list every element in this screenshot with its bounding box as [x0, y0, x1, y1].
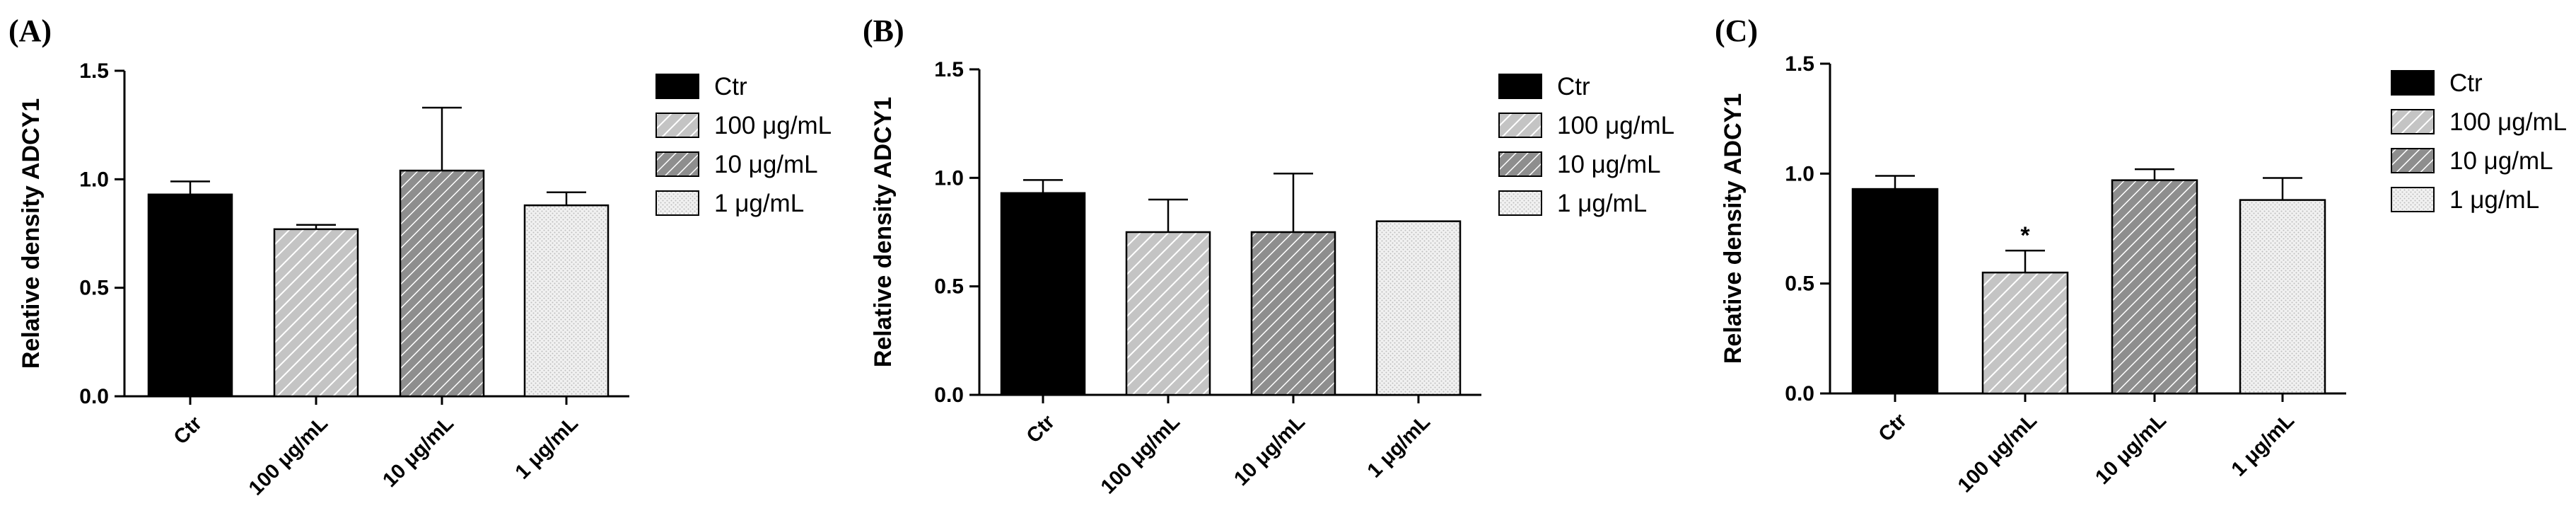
legend-swatch: [2391, 148, 2435, 173]
legend-label: 10 μg/mL: [2449, 147, 2553, 175]
legend-label: Ctr: [714, 73, 747, 100]
legend-swatch: [655, 74, 699, 99]
bar-ctr: [147, 193, 233, 398]
y-tick-label: 0.0: [934, 384, 964, 407]
x-tick-label: Ctr: [1022, 410, 1059, 447]
y-tick-label: 1.0: [79, 168, 109, 191]
legend-label: Ctr: [1557, 73, 1590, 100]
bar-1: [2239, 199, 2326, 395]
y-tick-label: 0.5: [79, 277, 109, 300]
x-tick-label: 1 μg/mL: [1363, 410, 1435, 482]
x-tick-label: 10 μg/mL: [1230, 410, 1310, 490]
chart-panel-c: (C) 0.0 0.5 1.0 1.5 Relative density ADCY1 Ctr…: [1715, 13, 2567, 497]
legend-label: 1 μg/mL: [714, 190, 804, 217]
y-tick-label: 1.0: [934, 166, 964, 190]
y-tick-label: 1.5: [934, 58, 964, 81]
bar-100: [273, 228, 359, 398]
y-tick-label: 0.0: [1785, 382, 1814, 405]
bar-10: [1250, 231, 1336, 396]
legend-swatch: [1498, 190, 1542, 216]
x-tick-label: 100 μg/mL: [245, 412, 332, 500]
x-tick-label: 1 μg/mL: [2227, 409, 2299, 480]
legend-label: 1 μg/mL: [2449, 186, 2539, 214]
legend-swatch: [2391, 70, 2435, 96]
panel-label: (C): [1715, 13, 1758, 48]
bar-100: [1981, 271, 2069, 395]
bar-10: [399, 169, 485, 398]
bar-1: [523, 204, 610, 398]
legend-swatch: [2391, 187, 2435, 212]
legend-swatch: [655, 190, 699, 216]
x-tick-label: 100 μg/mL: [1954, 409, 2041, 497]
legend-swatch: [655, 113, 699, 138]
y-tick-label: 1.5: [79, 59, 109, 83]
legend-label: 100 μg/mL: [714, 112, 832, 139]
legend: Ctr 100 μg/mL 10 μg/mL 1 μg/mL: [2391, 69, 2567, 214]
y-tick-label: 1.0: [1785, 162, 1814, 185]
legend-swatch: [1498, 151, 1542, 177]
legend: Ctr 100 μg/mL 10 μg/mL 1 μg/mL: [655, 73, 832, 217]
x-tick-label: Ctr: [1875, 409, 1911, 446]
y-axis-title: Relative density ADCY1: [1720, 93, 1747, 364]
legend-swatch: [1498, 74, 1542, 99]
chart-panel-a: (A) 0.0 0.5 1.0 1.5 Relative density ADCY1 Ctr…: [8, 13, 832, 500]
x-tick-label: 10 μg/mL: [378, 412, 458, 492]
legend-swatch: [655, 151, 699, 177]
x-tick-label: 10 μg/mL: [2091, 409, 2171, 489]
legend-swatch: [1498, 113, 1542, 138]
legend-swatch: [2391, 109, 2435, 134]
y-tick-label: 0.5: [934, 275, 964, 299]
bar-ctr: [1851, 188, 1939, 395]
bar-ctr: [1000, 192, 1086, 396]
y-tick-label: 1.5: [1785, 52, 1814, 76]
legend-label: Ctr: [2449, 69, 2483, 97]
y-tick-label: 0.5: [1785, 272, 1814, 296]
bar-1: [1375, 220, 1462, 396]
y-tick-label: 0.0: [79, 385, 109, 408]
x-tick-label: 100 μg/mL: [1097, 410, 1184, 498]
legend-label: 10 μg/mL: [714, 151, 818, 178]
bar-10: [2111, 179, 2198, 395]
y-axis-title: Relative density ADCY1: [870, 97, 897, 367]
significance-marker: *: [2020, 222, 2030, 249]
y-axis-title: Relative density ADCY1: [18, 98, 45, 369]
legend-label: 100 μg/mL: [1557, 112, 1674, 139]
legend-label: 100 μg/mL: [2449, 108, 2567, 136]
panel-label: (B): [863, 13, 904, 48]
x-tick-label: 1 μg/mL: [511, 412, 583, 483]
bar-100: [1125, 231, 1211, 396]
panel-label: (A): [8, 13, 52, 48]
legend-label: 1 μg/mL: [1557, 190, 1647, 217]
legend-label: 10 μg/mL: [1557, 151, 1661, 178]
chart-panel-b: (B) 0.0 0.5 1.0 1.5 Relative density ADCY1 Ctr…: [863, 13, 1674, 498]
legend: Ctr 100 μg/mL 10 μg/mL 1 μg/mL: [1498, 73, 1674, 217]
x-tick-label: Ctr: [170, 412, 206, 449]
